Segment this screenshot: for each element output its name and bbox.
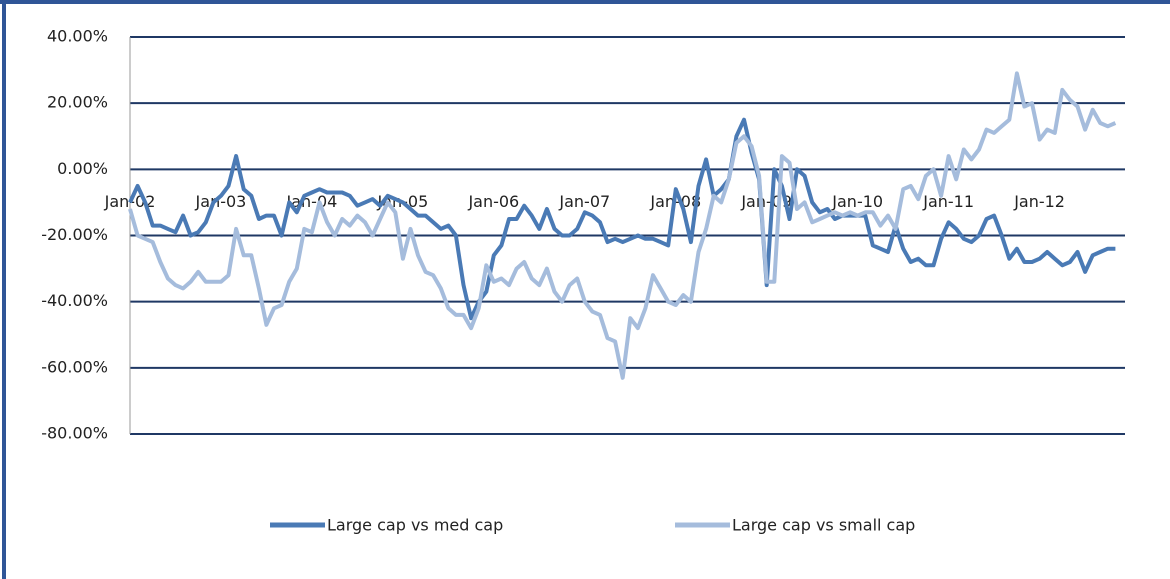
y-tick-label: 40.00% (47, 27, 108, 46)
series-line (128, 71, 1117, 380)
x-tick-label: Jan-12 (1013, 192, 1065, 211)
y-tick-label: -40.00% (41, 291, 108, 310)
x-tick-label: Jan-03 (195, 192, 247, 211)
y-tick-label: -60.00% (41, 357, 108, 376)
legend-label: Large cap vs small cap (732, 516, 915, 535)
legend-label: Large cap vs med cap (327, 516, 503, 535)
y-tick-label: 0.00% (57, 159, 108, 178)
x-tick-label: Jan-07 (558, 192, 610, 211)
x-tick-label: Jan-06 (467, 192, 519, 211)
y-tick-label: -20.00% (41, 225, 108, 244)
series-line (128, 117, 1116, 321)
y-tick-label: 20.00% (47, 93, 108, 112)
y-tick-label: -80.00% (41, 424, 108, 443)
x-tick-label: Jan-10 (831, 192, 883, 211)
x-tick-label: Jan-11 (922, 192, 974, 211)
